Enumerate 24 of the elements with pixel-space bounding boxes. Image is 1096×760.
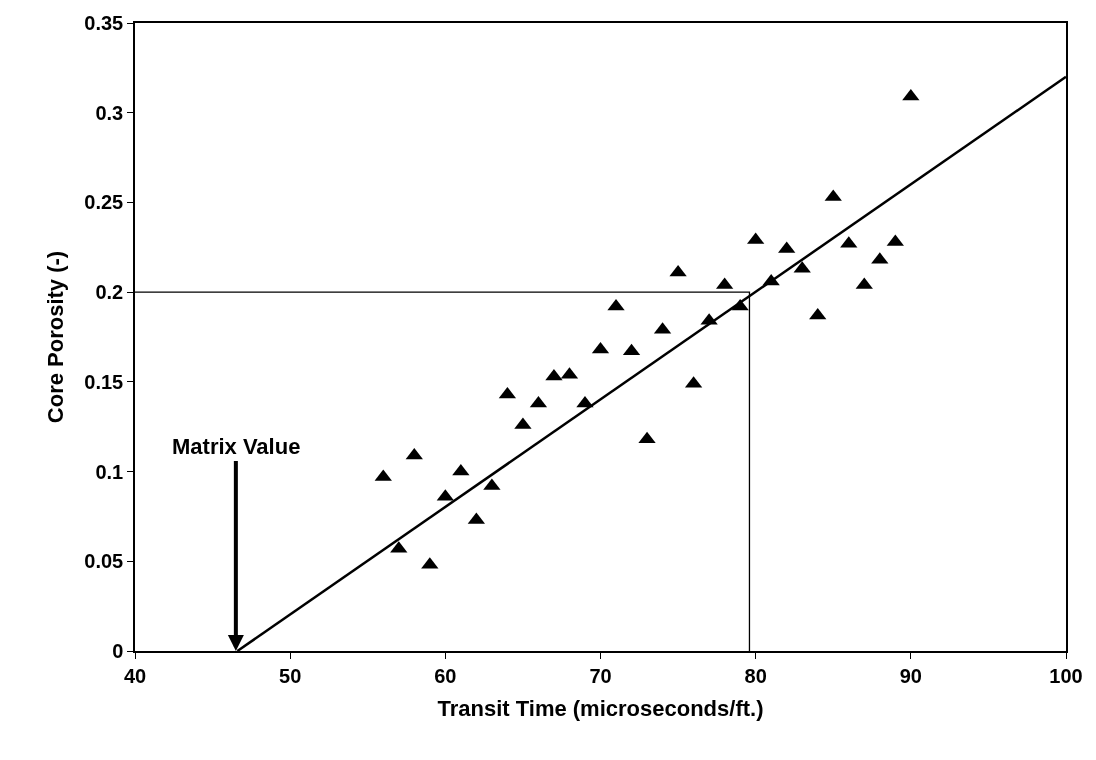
x-tick-label: 70: [589, 664, 612, 687]
point: [669, 264, 687, 277]
x-tick-label: 80: [744, 664, 767, 687]
point: [405, 447, 423, 460]
y-tick-label: 0.05: [84, 550, 124, 573]
y-tick-label: 0.3: [95, 101, 124, 124]
y-axis-title: Core Porosity (-): [42, 250, 68, 424]
y-tick-label: 0.15: [84, 370, 124, 393]
y-tick-label: 0.25: [84, 191, 124, 214]
x-tick-label: 100: [1049, 664, 1083, 687]
point: [809, 307, 827, 320]
x-tick-label: 90: [899, 664, 922, 687]
point: [638, 431, 656, 444]
y-tick-label: 0.35: [84, 12, 124, 34]
point: [576, 395, 594, 408]
x-tick-label: 50: [279, 664, 302, 687]
y-tick-label: 0.2: [95, 281, 124, 304]
x-tick-label: 40: [123, 664, 147, 687]
y-tick-label: 0: [112, 640, 124, 662]
y-tick-label: 0.1: [95, 460, 124, 483]
annotation: Matrix Value: [172, 434, 301, 459]
point: [545, 368, 563, 381]
x-tick-label: 60: [434, 664, 457, 687]
x-axis-title: Transit Time (microseconds/ft.): [437, 696, 764, 722]
